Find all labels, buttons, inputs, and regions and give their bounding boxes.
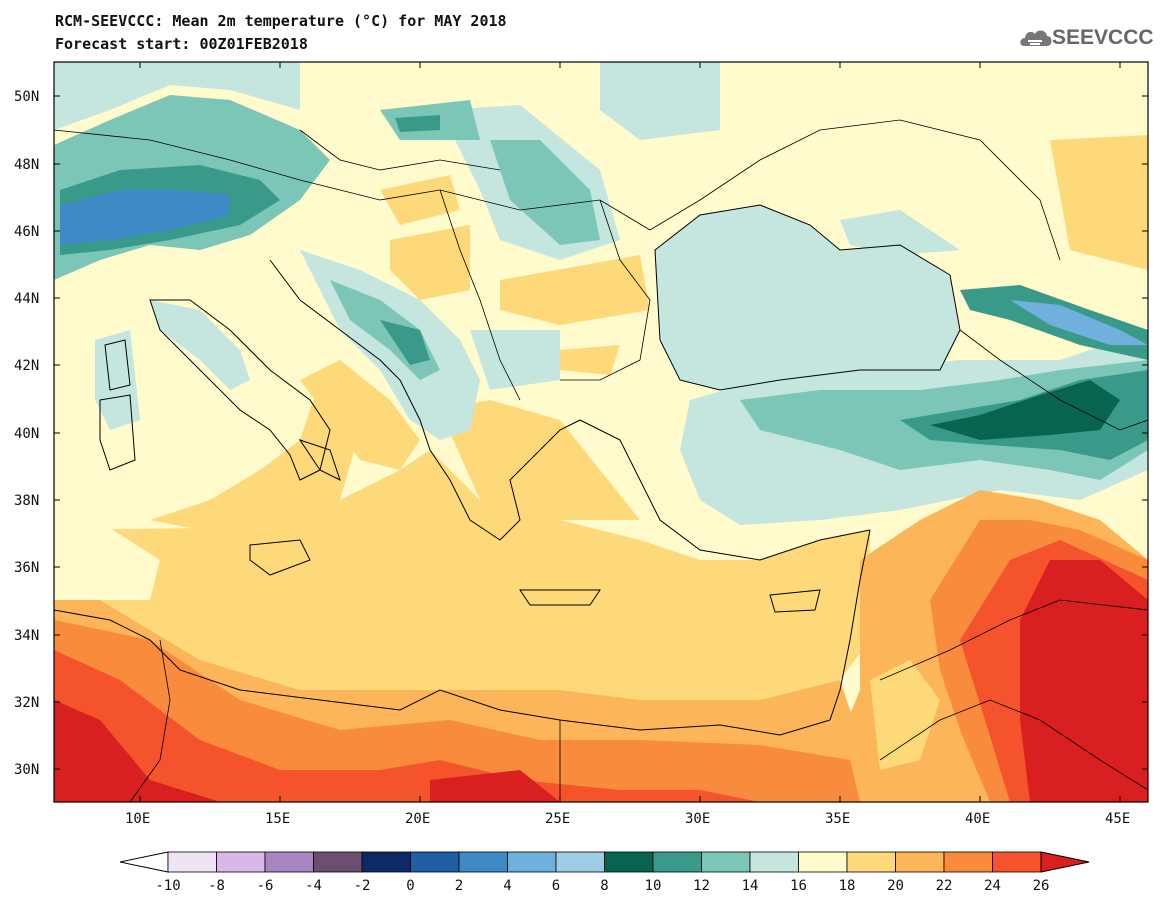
lon-label-10e: 10E bbox=[125, 811, 150, 827]
colorbar-segment bbox=[701, 851, 751, 873]
lat-tick: 34N bbox=[14, 628, 1148, 644]
lat-label-32n: 32N bbox=[14, 695, 39, 711]
colorbar-segment bbox=[798, 851, 848, 873]
lat-tick: 44N bbox=[14, 291, 1148, 307]
lat-tick: 36N bbox=[14, 560, 1148, 576]
colorbar-tick-label: 18 bbox=[839, 878, 856, 894]
lon-label-40e: 40E bbox=[965, 811, 990, 827]
lon-label-45e: 45E bbox=[1105, 811, 1130, 827]
lon-label-15e: 15E bbox=[265, 811, 290, 827]
lon-label-25e: 25E bbox=[545, 811, 570, 827]
lat-tick: 42N bbox=[14, 358, 1148, 374]
colorbar-segment bbox=[410, 851, 460, 873]
colorbar-tick-label: 2 bbox=[455, 878, 463, 894]
lat-tick: 32N bbox=[14, 695, 1148, 711]
colorbar-tick-label: 16 bbox=[790, 878, 807, 894]
colorbar-segment bbox=[992, 851, 1042, 873]
forecast-start-label: Forecast start: 00Z01FEB2018 bbox=[55, 35, 308, 53]
colorbar-tick-label: 24 bbox=[984, 878, 1001, 894]
lon-tick: 35E bbox=[825, 62, 850, 827]
colorbar-segment bbox=[846, 851, 896, 873]
colorbar-segment bbox=[749, 851, 799, 873]
logo-text: SEEVCCC bbox=[1052, 26, 1154, 49]
lon-label-20e: 20E bbox=[405, 811, 430, 827]
lat-label-48n: 48N bbox=[14, 157, 39, 173]
lat-tick: 46N bbox=[14, 224, 1148, 240]
map-field bbox=[54, 62, 1148, 802]
colorbar-segment bbox=[167, 851, 217, 873]
map-title: RCM-SEEVCCC: Mean 2m temperature (°C) fo… bbox=[55, 12, 507, 30]
lon-tick: 20E bbox=[405, 62, 430, 827]
colorbar-segment bbox=[943, 851, 993, 873]
coastlines bbox=[54, 119, 1148, 802]
lat-tick: 40N bbox=[14, 426, 1148, 442]
lon-tick: 15E bbox=[265, 62, 290, 827]
colorbar-segment bbox=[555, 851, 605, 873]
colorbar-tick-label: 26 bbox=[1033, 878, 1050, 894]
colorbar-segment bbox=[652, 851, 702, 873]
lon-tick: 45E bbox=[1105, 62, 1130, 827]
colorbar: -10 -8 -6 -4 -2 0 2 4 6 8 10 12 14 16 18 20 22 24 26 bbox=[119, 851, 1090, 894]
lat-label-42n: 42N bbox=[14, 358, 39, 374]
colorbar-segment bbox=[458, 851, 508, 873]
colorbar-tick-label: -2 bbox=[354, 878, 371, 894]
colorbar-segment bbox=[895, 851, 945, 873]
colorbar-segment bbox=[313, 851, 363, 873]
colorbar-segment bbox=[507, 851, 557, 873]
colorbar-segment bbox=[216, 851, 266, 873]
colorbar-segment bbox=[361, 851, 411, 873]
lat-label-40n: 40N bbox=[14, 426, 39, 442]
longitude-axis: 10E 15E 20E 25E 30E 35E 40E 45E bbox=[125, 62, 1130, 827]
colorbar-tick-label: -6 bbox=[257, 878, 274, 894]
colorbar-tick-label: 10 bbox=[645, 878, 662, 894]
seevccc-logo: SEEVCCC bbox=[1018, 22, 1158, 58]
colorbar-tick-label: 4 bbox=[503, 878, 511, 894]
colorbar-arrow-right bbox=[1040, 851, 1090, 873]
lat-label-44n: 44N bbox=[14, 291, 39, 307]
cloud-icon bbox=[1020, 30, 1052, 46]
lat-tick: 50N bbox=[14, 89, 1148, 105]
lat-label-36n: 36N bbox=[14, 560, 39, 576]
lon-label-35e: 35E bbox=[825, 811, 850, 827]
map-frame bbox=[53, 61, 1149, 803]
colorbar-tick-label: 8 bbox=[600, 878, 608, 894]
colorbar-tick-label: 14 bbox=[742, 878, 759, 894]
lat-tick: 38N bbox=[14, 493, 1148, 509]
lat-label-46n: 46N bbox=[14, 224, 39, 240]
lat-tick: 30N bbox=[14, 762, 1148, 778]
colorbar-tick-label: -10 bbox=[155, 878, 180, 894]
lat-label-34n: 34N bbox=[14, 628, 39, 644]
colorbar-tick-label: -4 bbox=[305, 878, 322, 894]
lat-label-38n: 38N bbox=[14, 493, 39, 509]
colorbar-tick-label: -8 bbox=[208, 878, 225, 894]
colorbar-arrow-left bbox=[119, 851, 169, 873]
colorbar-tick-label: 12 bbox=[693, 878, 710, 894]
latitude-axis: 50N 48N 46N 44N 42N 40N 38N 36N 34N 32N … bbox=[14, 89, 1148, 778]
lon-label-30e: 30E bbox=[685, 811, 710, 827]
colorbar-tick-label: 0 bbox=[406, 878, 414, 894]
lon-tick: 30E bbox=[685, 62, 710, 827]
colorbar-tick-label: 20 bbox=[887, 878, 904, 894]
lon-tick: 25E bbox=[545, 62, 570, 827]
lon-tick: 10E bbox=[125, 62, 150, 827]
lat-tick: 48N bbox=[14, 157, 1148, 173]
colorbar-tick-label: 6 bbox=[552, 878, 560, 894]
colorbar-segment bbox=[264, 851, 314, 873]
colorbar-segment bbox=[604, 851, 654, 873]
lon-tick: 40E bbox=[965, 62, 990, 827]
lat-label-50n: 50N bbox=[14, 89, 39, 105]
colorbar-tick-label: 22 bbox=[936, 878, 953, 894]
lat-label-30n: 30N bbox=[14, 762, 39, 778]
